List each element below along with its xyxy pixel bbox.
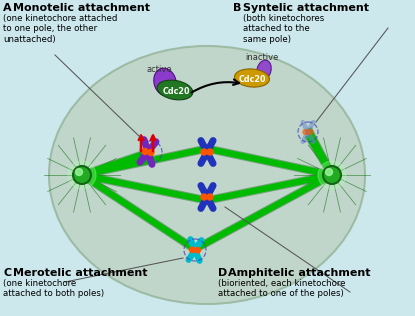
Ellipse shape: [234, 69, 269, 87]
Circle shape: [303, 130, 308, 135]
Circle shape: [68, 161, 96, 189]
Circle shape: [318, 161, 346, 189]
Circle shape: [325, 168, 332, 175]
Circle shape: [190, 247, 195, 252]
Circle shape: [207, 194, 213, 200]
Text: A: A: [3, 3, 12, 13]
Ellipse shape: [154, 68, 176, 96]
Text: Cdc20: Cdc20: [162, 87, 190, 95]
Ellipse shape: [157, 80, 193, 100]
Text: inactive: inactive: [245, 53, 279, 63]
Circle shape: [148, 149, 154, 155]
Text: (one kinetochore
attached to both poles): (one kinetochore attached to both poles): [3, 279, 104, 298]
Text: Merotelic attachment: Merotelic attachment: [13, 268, 147, 278]
Text: Amphitelic attachment: Amphitelic attachment: [228, 268, 371, 278]
Ellipse shape: [257, 60, 271, 80]
Circle shape: [201, 149, 207, 155]
Circle shape: [73, 166, 91, 184]
Circle shape: [201, 194, 207, 200]
Text: (bioriented, each kinetochore
attached to one of the poles): (bioriented, each kinetochore attached t…: [218, 279, 346, 298]
Text: C: C: [3, 268, 11, 278]
Text: Syntelic attachment: Syntelic attachment: [243, 3, 369, 13]
Circle shape: [195, 247, 200, 253]
Text: (one kinetochore attached
to one pole, the other
unattached): (one kinetochore attached to one pole, t…: [3, 14, 117, 44]
Circle shape: [207, 149, 213, 155]
Text: D: D: [218, 268, 227, 278]
Ellipse shape: [49, 46, 365, 304]
Circle shape: [76, 168, 83, 175]
Circle shape: [323, 166, 341, 184]
Text: (both kinetochores
attached to the
same pole): (both kinetochores attached to the same …: [243, 14, 324, 44]
Circle shape: [142, 149, 148, 155]
Text: Monotelic attachment: Monotelic attachment: [13, 3, 150, 13]
Text: B: B: [233, 3, 242, 13]
Circle shape: [308, 130, 313, 135]
Text: active: active: [146, 65, 172, 75]
Text: Cdc20: Cdc20: [238, 75, 266, 83]
